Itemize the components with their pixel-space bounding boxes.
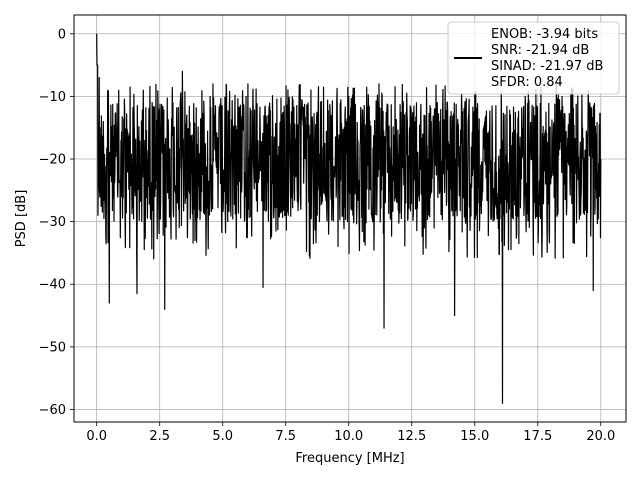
legend: ENOB: -3.94 bits SNR: -21.94 dB SINAD: -… bbox=[447, 21, 620, 95]
legend-enob: ENOB: -3.94 bits bbox=[491, 27, 598, 42]
legend-sinad: SINAD: -21.97 dB bbox=[491, 59, 603, 74]
x-tick-label: 0.0 bbox=[86, 429, 107, 444]
x-tick-label: 12.5 bbox=[397, 429, 426, 444]
y-axis-label: PSD [dB] bbox=[14, 190, 29, 248]
x-tick-label: 20.0 bbox=[586, 429, 615, 444]
y-tick-label: −60 bbox=[39, 403, 66, 418]
y-tick-label: −20 bbox=[39, 153, 66, 168]
x-tick-label: 7.5 bbox=[275, 429, 296, 444]
x-tick-label: 2.5 bbox=[149, 429, 170, 444]
y-tick-label: 0 bbox=[58, 27, 66, 42]
psd-trace bbox=[96, 33, 602, 404]
y-tick-label: −40 bbox=[39, 278, 66, 293]
y-tick-label: −30 bbox=[39, 215, 66, 230]
x-axis-label: Frequency [MHz] bbox=[295, 451, 404, 466]
x-tick-label: 15.0 bbox=[460, 429, 489, 444]
y-tick-label: −10 bbox=[39, 90, 66, 105]
legend-snr: SNR: -21.94 dB bbox=[491, 43, 589, 58]
psd-line bbox=[96, 33, 602, 404]
plot-frame bbox=[73, 14, 627, 423]
x-axis-ticks: 0.0 2.5 5.0 7.5 10.0 12.5 15.0 17.5 20.0 bbox=[86, 422, 615, 444]
y-axis-ticks: 0 −10 −20 −30 −40 −50 −60 bbox=[39, 27, 74, 418]
x-tick-label: 5.0 bbox=[212, 429, 233, 444]
legend-sfdr: SFDR: 0.84 bbox=[491, 75, 563, 90]
legend-box bbox=[447, 21, 620, 95]
x-tick-label: 10.0 bbox=[334, 429, 363, 444]
x-tick-label: 17.5 bbox=[523, 429, 552, 444]
y-tick-label: −50 bbox=[39, 340, 66, 355]
